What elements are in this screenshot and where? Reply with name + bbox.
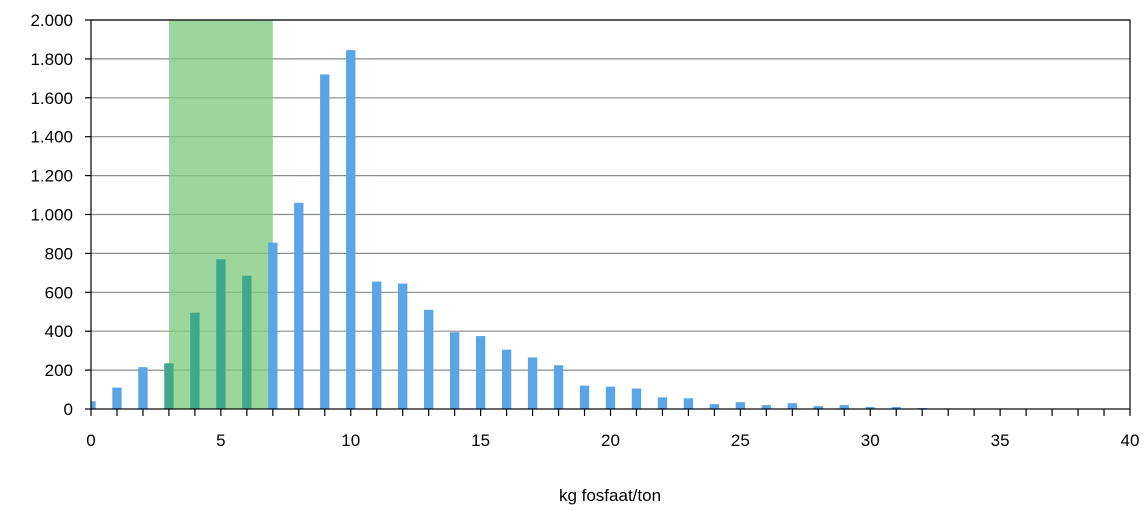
bar xyxy=(268,242,278,409)
x-tick-label: 25 xyxy=(731,431,750,450)
bar xyxy=(527,357,538,409)
bar xyxy=(813,406,823,409)
bar xyxy=(372,281,382,409)
y-tick-label: 1.600 xyxy=(30,89,73,108)
bar xyxy=(320,74,330,410)
y-tick-label: 0 xyxy=(64,400,73,419)
x-tick-label: 40 xyxy=(1121,431,1140,450)
x-tick-label: 10 xyxy=(341,431,360,450)
bar xyxy=(709,404,720,409)
bar xyxy=(216,259,226,409)
bar xyxy=(605,386,616,409)
bar xyxy=(164,363,174,409)
x-tick-label: 35 xyxy=(991,431,1010,450)
bar xyxy=(735,402,746,409)
bar xyxy=(553,365,564,409)
bar xyxy=(631,388,642,409)
y-tick-label: 1.400 xyxy=(30,128,73,147)
y-tick-label: 600 xyxy=(45,283,73,302)
bar xyxy=(657,397,668,409)
y-tick-label: 1.800 xyxy=(30,50,73,69)
x-tick-label: 5 xyxy=(216,431,225,450)
bar xyxy=(475,336,486,409)
bar xyxy=(294,202,304,409)
y-tick-label: 800 xyxy=(45,244,73,263)
bar xyxy=(423,309,434,409)
bar xyxy=(761,405,772,409)
bar xyxy=(112,387,122,409)
x-axis-title: kg fosfaat/ton xyxy=(559,486,661,505)
x-tick-label: 15 xyxy=(471,431,490,450)
bar xyxy=(683,398,694,409)
x-tick-label: 30 xyxy=(861,431,880,450)
bar xyxy=(891,407,901,409)
x-tick-label: 0 xyxy=(86,431,95,450)
bar xyxy=(449,332,460,409)
y-tick-label: 400 xyxy=(45,322,73,341)
y-tick-label: 1.200 xyxy=(30,167,73,186)
bar xyxy=(865,407,875,409)
bar xyxy=(190,312,200,409)
bar xyxy=(398,283,408,409)
y-tick-label: 200 xyxy=(45,361,73,380)
bar xyxy=(501,349,512,409)
bar xyxy=(91,401,96,409)
bar xyxy=(787,403,798,409)
y-tick-label: 2.000 xyxy=(30,11,73,30)
bar xyxy=(346,50,356,410)
bar xyxy=(839,405,849,409)
bar xyxy=(579,385,590,409)
bar xyxy=(138,367,148,409)
bar xyxy=(242,275,252,409)
y-tick-label: 1.000 xyxy=(30,206,73,225)
x-tick-label: 20 xyxy=(601,431,620,450)
plot-area: 02004006008001.0001.2001.4001.6001.8002.… xyxy=(30,11,1139,450)
